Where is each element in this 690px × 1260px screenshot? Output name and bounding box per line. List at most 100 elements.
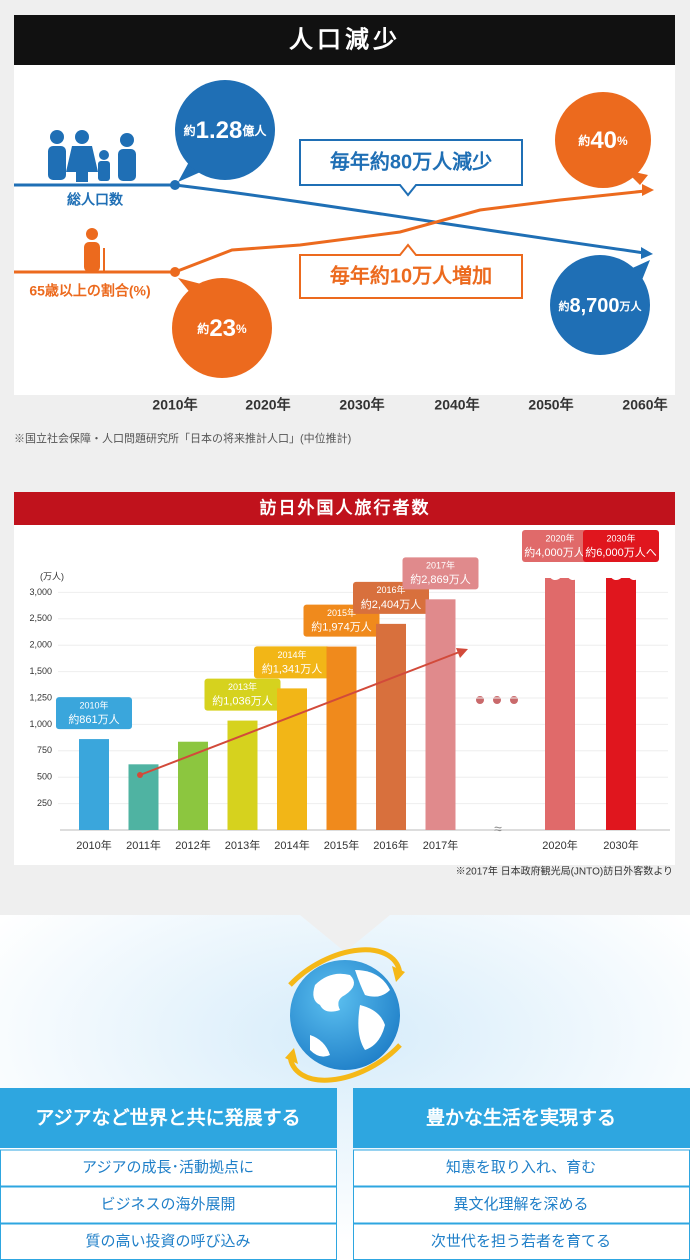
label-year: 2020年 (545, 532, 574, 543)
value-label: 約2,869万人 (410, 572, 471, 586)
x-tick-label: 2030年 (603, 838, 638, 852)
label-year: 2014年 (277, 649, 306, 660)
label-box (204, 678, 281, 711)
value-label: 約4,000万人へ (524, 545, 596, 559)
unit: 億人 (242, 123, 267, 138)
goal-box: 豊かな生活を実現する 知恵を取り入れ、育む 異文化理解を深める 次世代を担う若者… (353, 1088, 690, 1260)
bar-group: 250 500 750 1,000 1,250 1,500 2,000 2,500 3,000 2… (29, 530, 668, 852)
unit: % (617, 134, 628, 148)
bar (178, 741, 208, 830)
y-tick-label: 2,000 (29, 640, 52, 650)
number: 1.28 (196, 117, 243, 144)
label-box (56, 697, 132, 730)
y-tick-label: 500 (37, 772, 52, 782)
y-tick-label: 3,000 (29, 587, 52, 597)
axis-break: ≈ (494, 821, 502, 837)
bar (227, 720, 258, 830)
number: 40 (590, 127, 617, 154)
x-tick-label: 2020年 (542, 838, 577, 852)
label-box (522, 530, 598, 562)
y-tick-label: 1,250 (29, 692, 52, 702)
prefix: 約 (184, 123, 196, 138)
trend-text: 毎年約80万人減少 (330, 149, 492, 173)
bar (326, 646, 357, 830)
ellipsis (476, 696, 518, 704)
x-tick-label: 2017年 (423, 838, 458, 852)
globe-icon (285, 947, 405, 1083)
notch (300, 915, 390, 952)
label-year: 2030年 (606, 532, 635, 543)
goal-box: アジアなど世界と共に発展する アジアの成長･活動拠点に ビジネスの海外展開 質の… (0, 1088, 337, 1260)
point (170, 180, 180, 190)
arrow-head (641, 247, 653, 259)
x-tick-label: 2014年 (274, 838, 309, 852)
y-tick-label: 750 (37, 745, 52, 755)
label-box (402, 557, 479, 590)
callout-text: 約1.28億人 (184, 117, 268, 144)
x-tick-label: 2015年 (324, 838, 359, 852)
bar (128, 764, 159, 830)
callout: 約23% (172, 278, 272, 378)
number: 8,700 (569, 295, 619, 317)
label-year: 2010年 (79, 699, 108, 710)
trend-arrow (139, 650, 463, 776)
goal-title: アジアなど世界と共に発展する (35, 1106, 300, 1129)
unit: 万人 (619, 299, 643, 313)
x-tick-label: 2011年 (126, 838, 161, 852)
x-tick-label: 2050年 (528, 397, 573, 413)
break-mark (541, 569, 579, 580)
bar (277, 688, 307, 830)
bar (79, 739, 109, 830)
callout: 約1.28億人 (175, 80, 275, 182)
x-tick-label: 2020年 (245, 397, 290, 413)
value-label: 約6,000万人へ (585, 545, 657, 559)
source-note: ※国立社会保障・人口問題研究所「日本の将来推計人口」(中位推計) (14, 431, 351, 445)
value-label: 約1,341万人 (262, 661, 323, 675)
y-tick-label: 1,000 (29, 719, 52, 729)
x-tick-label: 2012年 (175, 838, 210, 852)
callout-text: 約8,700万人 (558, 295, 642, 317)
x-tick-label: 2060年 (622, 397, 667, 413)
header-bar (14, 492, 675, 525)
callout: 約8,700万人 (550, 255, 650, 355)
value-label: 約2,404万人 (361, 597, 422, 611)
y-tick-label: 1,500 (29, 666, 52, 676)
prefix: 約 (197, 321, 209, 336)
label-year: 2017年 (426, 560, 455, 571)
prefix: 約 (578, 133, 590, 148)
goal-title: 豊かな生活を実現する (426, 1106, 616, 1129)
trend-box: 毎年約10万人増加 (299, 243, 523, 299)
value-label: 約861万人 (68, 712, 119, 726)
arrow-head (456, 648, 468, 658)
callout: 約40% (555, 92, 651, 188)
bar (376, 623, 406, 830)
y-axis-title: (万人) (40, 571, 64, 581)
goal-item: 質の高い投資の呼び込み (85, 1232, 250, 1250)
label-box (254, 646, 330, 679)
goal-item: 異文化理解を深める (453, 1196, 588, 1213)
x-tick-label: 2010年 (152, 397, 197, 413)
elderly-line (14, 189, 646, 274)
label-year: 2015年 (327, 607, 356, 618)
panel-title: 人口減少 (289, 26, 401, 53)
x-axis: 2010年 2020年 2030年 2040年 2050年 2060年 (152, 397, 667, 413)
family-icon (48, 130, 136, 182)
x-tick-label: 2013年 (225, 838, 260, 852)
label-box (583, 530, 659, 562)
x-tick-label: 2016年 (373, 838, 408, 852)
y-tick-label: 2,500 (29, 613, 52, 623)
population-line (14, 183, 646, 255)
x-tick-label: 2040年 (434, 397, 479, 413)
value-label: 約1,036万人 (212, 694, 273, 708)
arrow-head (642, 184, 654, 196)
trend-box: 毎年約80万人減少 (299, 139, 523, 197)
unit: % (236, 322, 247, 336)
prefix: 約 (558, 299, 569, 313)
callout-text: 約23% (197, 315, 247, 342)
x-tick-label: 2010年 (76, 838, 111, 852)
label-box (353, 581, 429, 614)
callout-text: 約40% (578, 127, 628, 154)
y-tick-label: 250 (37, 798, 52, 808)
chart-title: 訪日外国人旅行者数 (260, 497, 431, 517)
